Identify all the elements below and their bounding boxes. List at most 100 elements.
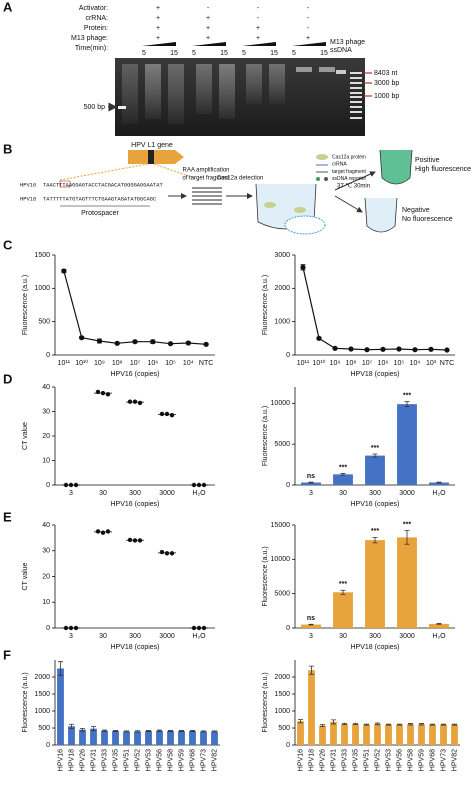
bar bbox=[363, 724, 370, 745]
y-tick-label: 30 bbox=[42, 408, 50, 415]
x-tick-label: 10⁶ bbox=[378, 360, 389, 367]
x-tick-label: HPV82 bbox=[451, 749, 458, 771]
y-tick-label: 15000 bbox=[271, 522, 291, 529]
bar bbox=[374, 723, 381, 745]
time-wedge bbox=[292, 42, 326, 46]
x-tick-label: 10⁹ bbox=[94, 360, 105, 367]
error-bar bbox=[168, 730, 173, 732]
x-tick-label: 3000 bbox=[399, 633, 415, 640]
y-tick-label: 20 bbox=[42, 433, 50, 440]
error-bar bbox=[309, 665, 314, 675]
y-tick-label: 2000 bbox=[274, 674, 290, 681]
y-axis-label: CT value bbox=[22, 422, 29, 450]
point bbox=[169, 551, 175, 556]
bar bbox=[333, 474, 353, 485]
sign: - bbox=[207, 5, 210, 12]
time-label: 5 bbox=[192, 50, 196, 57]
bar bbox=[341, 723, 348, 745]
error-bar bbox=[69, 723, 74, 729]
x-tick-label: HPV59 bbox=[178, 749, 185, 771]
sign: + bbox=[156, 35, 160, 42]
bar bbox=[308, 670, 315, 745]
y-tick-label: 500 bbox=[278, 725, 290, 732]
marker-label: 3000 bp bbox=[374, 80, 399, 87]
x-axis-label: HPV16 (copies) bbox=[350, 501, 399, 508]
point bbox=[300, 264, 306, 270]
sign: + bbox=[206, 15, 210, 22]
point bbox=[332, 345, 338, 351]
x-tick-label: HPV68 bbox=[189, 749, 196, 771]
raa-label: of target fragment bbox=[182, 176, 230, 182]
point bbox=[137, 400, 143, 406]
x-tick-label: 10⁸ bbox=[112, 360, 123, 367]
point bbox=[127, 399, 133, 404]
time-label: 15 bbox=[220, 50, 228, 57]
bar bbox=[352, 723, 359, 745]
marker-label: 1000 bp bbox=[374, 93, 399, 100]
sign: - bbox=[257, 5, 260, 12]
bar bbox=[385, 724, 392, 745]
bar bbox=[167, 731, 174, 745]
y-tick-label: 0 bbox=[286, 352, 290, 359]
error-bar bbox=[146, 730, 151, 732]
error-bar bbox=[340, 473, 346, 476]
x-tick-label: HPV26 bbox=[79, 749, 86, 771]
bar bbox=[297, 721, 304, 745]
x-tick-label: H₂O bbox=[432, 490, 446, 497]
row-label: Activator: bbox=[79, 5, 108, 12]
error-bar bbox=[135, 730, 140, 733]
gel bbox=[108, 58, 372, 136]
error-bar bbox=[436, 481, 442, 484]
x-tick-label: HPV35 bbox=[352, 749, 359, 771]
sequence: TAACTTTAAGGAGTACCTACGACATGGGGAGGAATAT bbox=[43, 182, 163, 188]
x-tick-label: 10⁶ bbox=[147, 360, 158, 367]
schematic bbox=[59, 149, 413, 235]
x-tick-label: 300 bbox=[129, 633, 141, 640]
y-tick-label: 0 bbox=[286, 625, 290, 632]
point bbox=[164, 411, 170, 417]
x-tick-label: 30 bbox=[339, 490, 347, 497]
x-tick-label: NTC bbox=[199, 360, 213, 367]
error-bar bbox=[157, 729, 162, 732]
y-axis-label: CT value bbox=[22, 562, 29, 590]
time-label: 5 bbox=[292, 50, 296, 57]
bar bbox=[429, 623, 449, 628]
x-tick-label: 10³ bbox=[426, 360, 437, 367]
panel-label: B bbox=[3, 141, 12, 156]
x-tick-label: 10⁹ bbox=[330, 360, 341, 367]
y-tick-label: 1500 bbox=[274, 691, 290, 698]
sign: - bbox=[257, 15, 260, 22]
point bbox=[127, 537, 133, 543]
bar bbox=[301, 624, 321, 628]
bar bbox=[178, 731, 185, 745]
x-tick-label: HPV56 bbox=[396, 749, 403, 771]
y-tick-label: 1000 bbox=[34, 285, 50, 292]
error-bar bbox=[212, 730, 217, 733]
legend-label: ssDNA reporter bbox=[332, 176, 367, 182]
time-label: 15 bbox=[320, 50, 328, 57]
y-tick-label: 20 bbox=[42, 573, 50, 580]
error-bar bbox=[404, 530, 410, 545]
error-bar bbox=[372, 453, 378, 458]
x-tick-label: HPV52 bbox=[374, 749, 381, 771]
x-tick-label: H₂O bbox=[192, 490, 206, 497]
point bbox=[169, 412, 175, 418]
x-axis-label: HPV18 (copies) bbox=[350, 644, 399, 651]
row-label: Protein: bbox=[84, 25, 108, 32]
negative-label: Negative bbox=[402, 207, 430, 214]
x-tick-label: HPV51 bbox=[363, 749, 370, 771]
x-tick-label: HPV73 bbox=[440, 749, 447, 771]
x-tick-label: HPV58 bbox=[407, 749, 414, 771]
x-tick-label: HPV53 bbox=[145, 749, 152, 771]
point bbox=[428, 346, 434, 352]
x-tick-label: H₂O bbox=[192, 633, 206, 640]
legend-label: crRNA bbox=[332, 162, 347, 168]
x-tick-label: H₂O bbox=[432, 633, 446, 640]
sign: + bbox=[256, 35, 260, 42]
error-bar bbox=[298, 719, 303, 724]
point bbox=[100, 530, 106, 535]
bar bbox=[200, 731, 207, 745]
error-bar bbox=[372, 536, 378, 544]
error-bar bbox=[201, 730, 206, 733]
